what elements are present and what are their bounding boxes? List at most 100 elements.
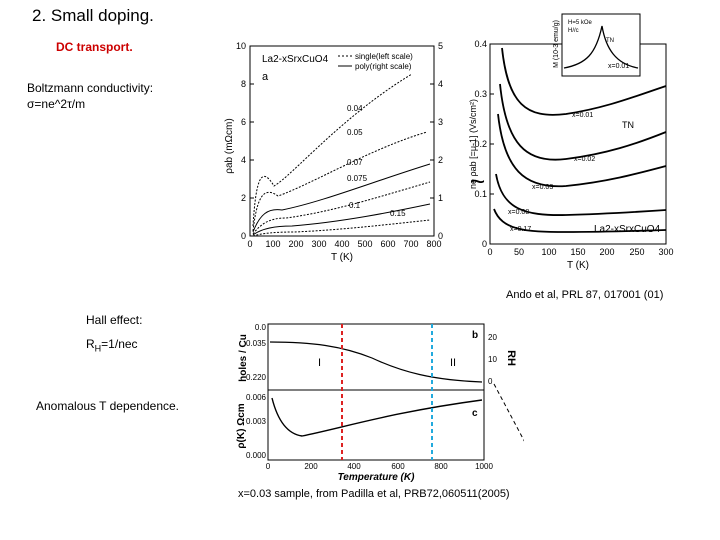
resistivity-curve-label: 0.07 bbox=[347, 158, 363, 167]
mobility-curve-label: x=0.03 bbox=[532, 184, 553, 191]
mobility-curve-label: x=0.02 bbox=[574, 156, 595, 163]
resistivity-curve-0.04 bbox=[252, 73, 413, 227]
resistivity-xtick: 200 bbox=[288, 239, 303, 249]
padilla-xlabel: Temperature (K) bbox=[338, 472, 416, 482]
hall-formula-main: R bbox=[86, 337, 95, 351]
resistivity-ytick-right: 4 bbox=[438, 79, 443, 89]
mobility-xtick: 150 bbox=[570, 247, 585, 257]
padilla-xtick: 0 bbox=[266, 462, 271, 471]
inset-orientation-label: H//c bbox=[568, 28, 579, 34]
hall-holes-curve bbox=[269, 341, 483, 383]
mobility-ylabel: ne ρab [=μ-1] (Vs/cm²) bbox=[468, 99, 478, 189]
resistivity-curve-label: 0.1 bbox=[349, 201, 361, 210]
resistivity-curve-0.1 bbox=[252, 203, 431, 236]
resistivity-curve-0.075 bbox=[252, 181, 431, 235]
resistivity-xlabel: T (K) bbox=[331, 252, 353, 263]
mobility-ytick: 0.3 bbox=[474, 89, 487, 99]
legend-poly-label: poly(right scale) bbox=[355, 62, 412, 71]
mobility-figure: 0 0.1 0.2 0.3 0.4 0 50 100 150 200 250 3… bbox=[468, 13, 674, 271]
resistivity-xtick: 700 bbox=[403, 239, 418, 249]
padilla-ytick: 0.000 bbox=[246, 451, 267, 460]
mobility-ytick: 0.1 bbox=[474, 189, 487, 199]
resistivity-xtick: 500 bbox=[357, 239, 372, 249]
mobility-curve-x0.02 bbox=[499, 83, 667, 161]
hall-formula-rest: =1/nec bbox=[101, 337, 138, 351]
resistivity-ylabel: ρab (mΩcm) bbox=[224, 118, 235, 173]
inset-sample-label: x=0.01 bbox=[608, 63, 629, 70]
hall-y2tick: 10 bbox=[488, 355, 497, 364]
resistivity-ytick-right: 3 bbox=[438, 117, 443, 127]
resistivity-ytick: 4 bbox=[241, 155, 246, 165]
hall-ytick: 0.035 bbox=[246, 339, 267, 348]
inset-peak-label: TN bbox=[606, 38, 614, 44]
mobility-curve-x0.01 bbox=[501, 47, 667, 116]
slide-title: 2. Small doping. bbox=[32, 6, 154, 25]
mobility-xtick: 50 bbox=[514, 247, 524, 257]
mobility-xtick: 100 bbox=[541, 247, 556, 257]
resistivity-ytick-right: 5 bbox=[438, 41, 443, 51]
resistivity-ytick: 2 bbox=[241, 193, 246, 203]
mobility-xtick: 0 bbox=[487, 247, 492, 257]
padilla-ytick: 0.003 bbox=[246, 417, 267, 426]
region-I-label: I bbox=[318, 357, 321, 369]
hall-y2tick: 0 bbox=[488, 377, 493, 386]
padilla-xtick: 200 bbox=[304, 462, 318, 471]
resistivity-xtick: 300 bbox=[311, 239, 326, 249]
legend-single-label: single(left scale) bbox=[355, 52, 413, 61]
resistivity-xtick: 600 bbox=[380, 239, 395, 249]
resistivity-xtick: 0 bbox=[247, 239, 252, 249]
padilla-ylabel: ρ(K) Ωcm bbox=[236, 403, 247, 448]
hall-ytick: 0.0 bbox=[255, 323, 267, 332]
resistivity-xtick: 400 bbox=[334, 239, 349, 249]
resistivity-ytick: 10 bbox=[236, 41, 246, 51]
mobility-curve-x0.08 bbox=[495, 173, 667, 216]
boltzmann-label: Boltzmann conductivity: bbox=[27, 81, 154, 95]
resistivity-figure: 0 2 4 6 8 10 0 1 2 3 4 5 0 100 200 300 4… bbox=[224, 41, 443, 263]
susceptibility-curve bbox=[563, 25, 639, 69]
resistivity-curve-0.07 bbox=[252, 163, 431, 233]
mobility-ytick: 0 bbox=[482, 239, 487, 249]
padilla-xtick: 600 bbox=[391, 462, 405, 471]
mobility-curve-label: x=0.01 bbox=[572, 112, 593, 119]
hall-ytick: 0.220 bbox=[246, 373, 267, 382]
mobility-curve-x0.17 bbox=[493, 208, 667, 233]
padilla-resistivity-curve bbox=[271, 397, 483, 437]
resistivity-ytick: 8 bbox=[241, 79, 246, 89]
hall-formula: RH=1/nec bbox=[86, 336, 138, 356]
anomalous-label: Anomalous T dependence. bbox=[36, 399, 179, 413]
resistivity-curve-label: 0.05 bbox=[347, 128, 363, 137]
mobility-tn-label: TN bbox=[622, 120, 634, 130]
resistivity-ytick-right: 1 bbox=[438, 193, 443, 203]
padilla-citation: x=0.03 sample, from Padilla et al, PRB72… bbox=[238, 488, 510, 500]
tilde-symbol: ~ bbox=[470, 166, 485, 196]
padilla-xtick: 400 bbox=[347, 462, 361, 471]
hall-effect-label: Hall effect: bbox=[86, 313, 143, 327]
mobility-formula: La2-xSrxCuO4 bbox=[594, 224, 661, 235]
resistivity-xtick: 800 bbox=[426, 239, 441, 249]
resistivity-curve-0.05 bbox=[252, 131, 428, 232]
resistivity-formula: La2-xSrxCuO4 bbox=[262, 54, 329, 65]
resistivity-plot-frame bbox=[249, 45, 435, 237]
mobility-xtick: 250 bbox=[629, 247, 644, 257]
padilla-panel-letter: c bbox=[472, 408, 478, 419]
resistivity-ytick-right: 2 bbox=[438, 155, 443, 165]
hall-formula-sub: H bbox=[94, 343, 102, 354]
mobility-xlabel: T (K) bbox=[567, 260, 589, 271]
mobility-ytick: 0.4 bbox=[474, 39, 487, 49]
rh-dashed-curve bbox=[493, 383, 524, 442]
hall-panel-letter: b bbox=[472, 330, 478, 341]
padilla-xtick: 1000 bbox=[475, 462, 493, 471]
resistivity-curve-0.15 bbox=[252, 219, 431, 237]
resistivity-curve-label: 0.04 bbox=[347, 104, 363, 113]
hall-ylabel: holes / Cu bbox=[238, 334, 249, 382]
mobility-curve-x0.03 bbox=[497, 113, 667, 188]
resistivity-xtick: 100 bbox=[265, 239, 280, 249]
mobility-curve-label: x=0.17 bbox=[510, 226, 531, 233]
inset-field-label: H=5 kOe bbox=[568, 20, 593, 26]
mobility-xtick: 200 bbox=[599, 247, 614, 257]
region-II-label: II bbox=[450, 357, 456, 369]
mobility-ytick: 0.2 bbox=[474, 139, 487, 149]
resistivity-curve-label: 0.15 bbox=[390, 209, 406, 218]
hall-y2tick: 20 bbox=[488, 333, 497, 342]
resistivity-ytick: 0 bbox=[241, 231, 246, 241]
